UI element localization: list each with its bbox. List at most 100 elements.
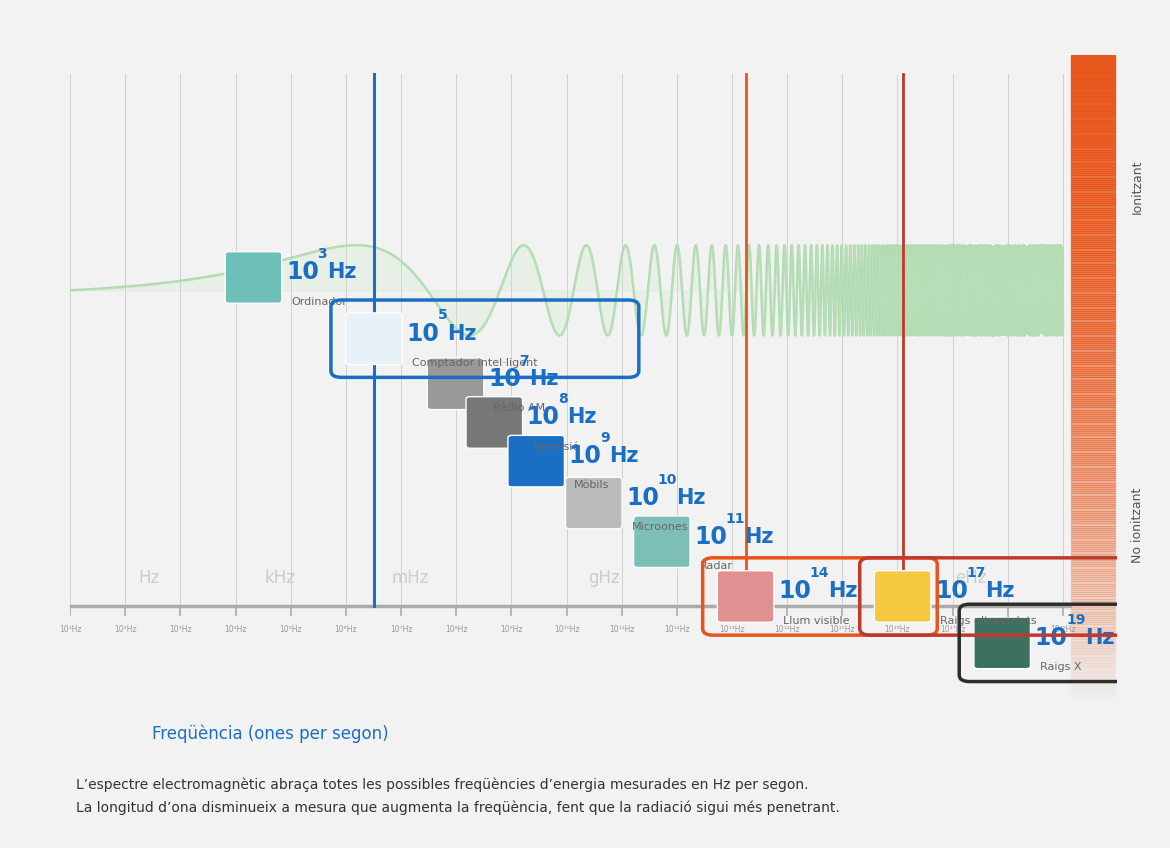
- Bar: [1072, 504, 1115, 506]
- Bar: [1072, 324, 1115, 326]
- Text: 8: 8: [558, 393, 567, 406]
- Text: Televisió: Televisió: [532, 442, 579, 452]
- Text: 10: 10: [285, 260, 318, 284]
- Bar: [1072, 513, 1115, 515]
- Bar: [1072, 384, 1115, 386]
- Bar: [1072, 652, 1115, 655]
- Bar: [1072, 605, 1115, 607]
- Bar: [1072, 264, 1115, 265]
- Bar: [1072, 289, 1115, 292]
- Bar: [1072, 192, 1115, 195]
- Bar: [1072, 603, 1115, 605]
- Bar: [1072, 165, 1115, 167]
- Bar: [1072, 317, 1115, 320]
- Bar: [1072, 397, 1115, 399]
- Bar: [1072, 510, 1115, 513]
- Text: 10: 10: [935, 579, 968, 603]
- Text: Hz: Hz: [744, 527, 775, 547]
- Text: 3: 3: [317, 248, 326, 261]
- Bar: [1072, 495, 1115, 498]
- Bar: [1072, 646, 1115, 648]
- Bar: [1072, 435, 1115, 438]
- Bar: [1072, 244, 1115, 246]
- Bar: [1072, 487, 1115, 489]
- Bar: [1072, 631, 1115, 633]
- Text: 11: 11: [725, 511, 745, 526]
- Bar: [1072, 667, 1115, 670]
- Text: Mòbils: Mòbils: [573, 481, 610, 490]
- Text: Raigs X: Raigs X: [1040, 662, 1081, 672]
- Bar: [1072, 163, 1115, 165]
- Text: 10⁸Hz: 10⁸Hz: [445, 626, 468, 634]
- Bar: [1072, 109, 1115, 111]
- Bar: [1072, 377, 1115, 380]
- Bar: [1072, 483, 1115, 485]
- Text: Raigs ultraviolats: Raigs ultraviolats: [941, 616, 1037, 626]
- Bar: [1072, 650, 1115, 652]
- Bar: [1072, 334, 1115, 337]
- Bar: [1072, 326, 1115, 328]
- Bar: [1072, 425, 1115, 427]
- Bar: [1072, 410, 1115, 412]
- Bar: [1072, 111, 1115, 113]
- Text: 10: 10: [488, 366, 521, 391]
- Bar: [1072, 310, 1115, 313]
- Bar: [1072, 240, 1115, 242]
- Bar: [1072, 72, 1115, 75]
- Bar: [1072, 96, 1115, 98]
- Text: 10¹³Hz: 10¹³Hz: [720, 626, 745, 634]
- Bar: [1072, 622, 1115, 624]
- Bar: [1072, 470, 1115, 471]
- Bar: [1072, 261, 1115, 264]
- Bar: [1072, 171, 1115, 173]
- Bar: [1072, 205, 1115, 208]
- Bar: [1072, 644, 1115, 646]
- Text: 10¹⁷Hz: 10¹⁷Hz: [940, 626, 965, 634]
- Bar: [1072, 229, 1115, 232]
- Bar: [1072, 648, 1115, 650]
- Bar: [1072, 223, 1115, 225]
- Bar: [1072, 592, 1115, 594]
- Bar: [1072, 124, 1115, 126]
- Bar: [1072, 659, 1115, 661]
- Bar: [1072, 600, 1115, 603]
- Bar: [1072, 672, 1115, 674]
- Bar: [1072, 547, 1115, 550]
- Text: eHz: eHz: [955, 570, 986, 588]
- Text: 10¹⁰Hz: 10¹⁰Hz: [553, 626, 579, 634]
- Bar: [1072, 427, 1115, 429]
- Bar: [1072, 283, 1115, 285]
- Bar: [1072, 515, 1115, 517]
- Text: 17: 17: [966, 566, 986, 580]
- Text: 10⁵Hz: 10⁵Hz: [280, 626, 302, 634]
- Text: 10⁶Hz: 10⁶Hz: [335, 626, 357, 634]
- Bar: [1072, 639, 1115, 642]
- Bar: [1072, 375, 1115, 377]
- Bar: [1072, 599, 1115, 600]
- Bar: [1072, 128, 1115, 131]
- Bar: [1072, 665, 1115, 667]
- Text: Comptador intel·ligent: Comptador intel·ligent: [412, 358, 537, 368]
- FancyBboxPatch shape: [717, 571, 773, 622]
- Bar: [1072, 680, 1115, 683]
- Bar: [1072, 369, 1115, 371]
- Text: 10¹²Hz: 10¹²Hz: [665, 626, 689, 634]
- Bar: [1072, 554, 1115, 555]
- Bar: [1072, 676, 1115, 678]
- Bar: [1072, 259, 1115, 261]
- Bar: [1072, 433, 1115, 435]
- Text: 10: 10: [1034, 626, 1067, 650]
- Bar: [1072, 393, 1115, 394]
- Bar: [1072, 624, 1115, 627]
- Bar: [1072, 560, 1115, 562]
- Bar: [1072, 575, 1115, 577]
- Bar: [1072, 421, 1115, 422]
- Bar: [1072, 75, 1115, 76]
- Bar: [1072, 661, 1115, 663]
- Text: La longitud d’ona disminueix a mesura que augmenta la freqüència, fent que la ra: La longitud d’ona disminueix a mesura qu…: [76, 800, 840, 815]
- Bar: [1072, 159, 1115, 160]
- Bar: [1072, 115, 1115, 117]
- Text: L’espectre electromagnètic abraça totes les possibles freqüències d’energia mesu: L’espectre electromagnètic abraça totes …: [76, 777, 808, 792]
- Bar: [1072, 139, 1115, 141]
- Bar: [1072, 527, 1115, 530]
